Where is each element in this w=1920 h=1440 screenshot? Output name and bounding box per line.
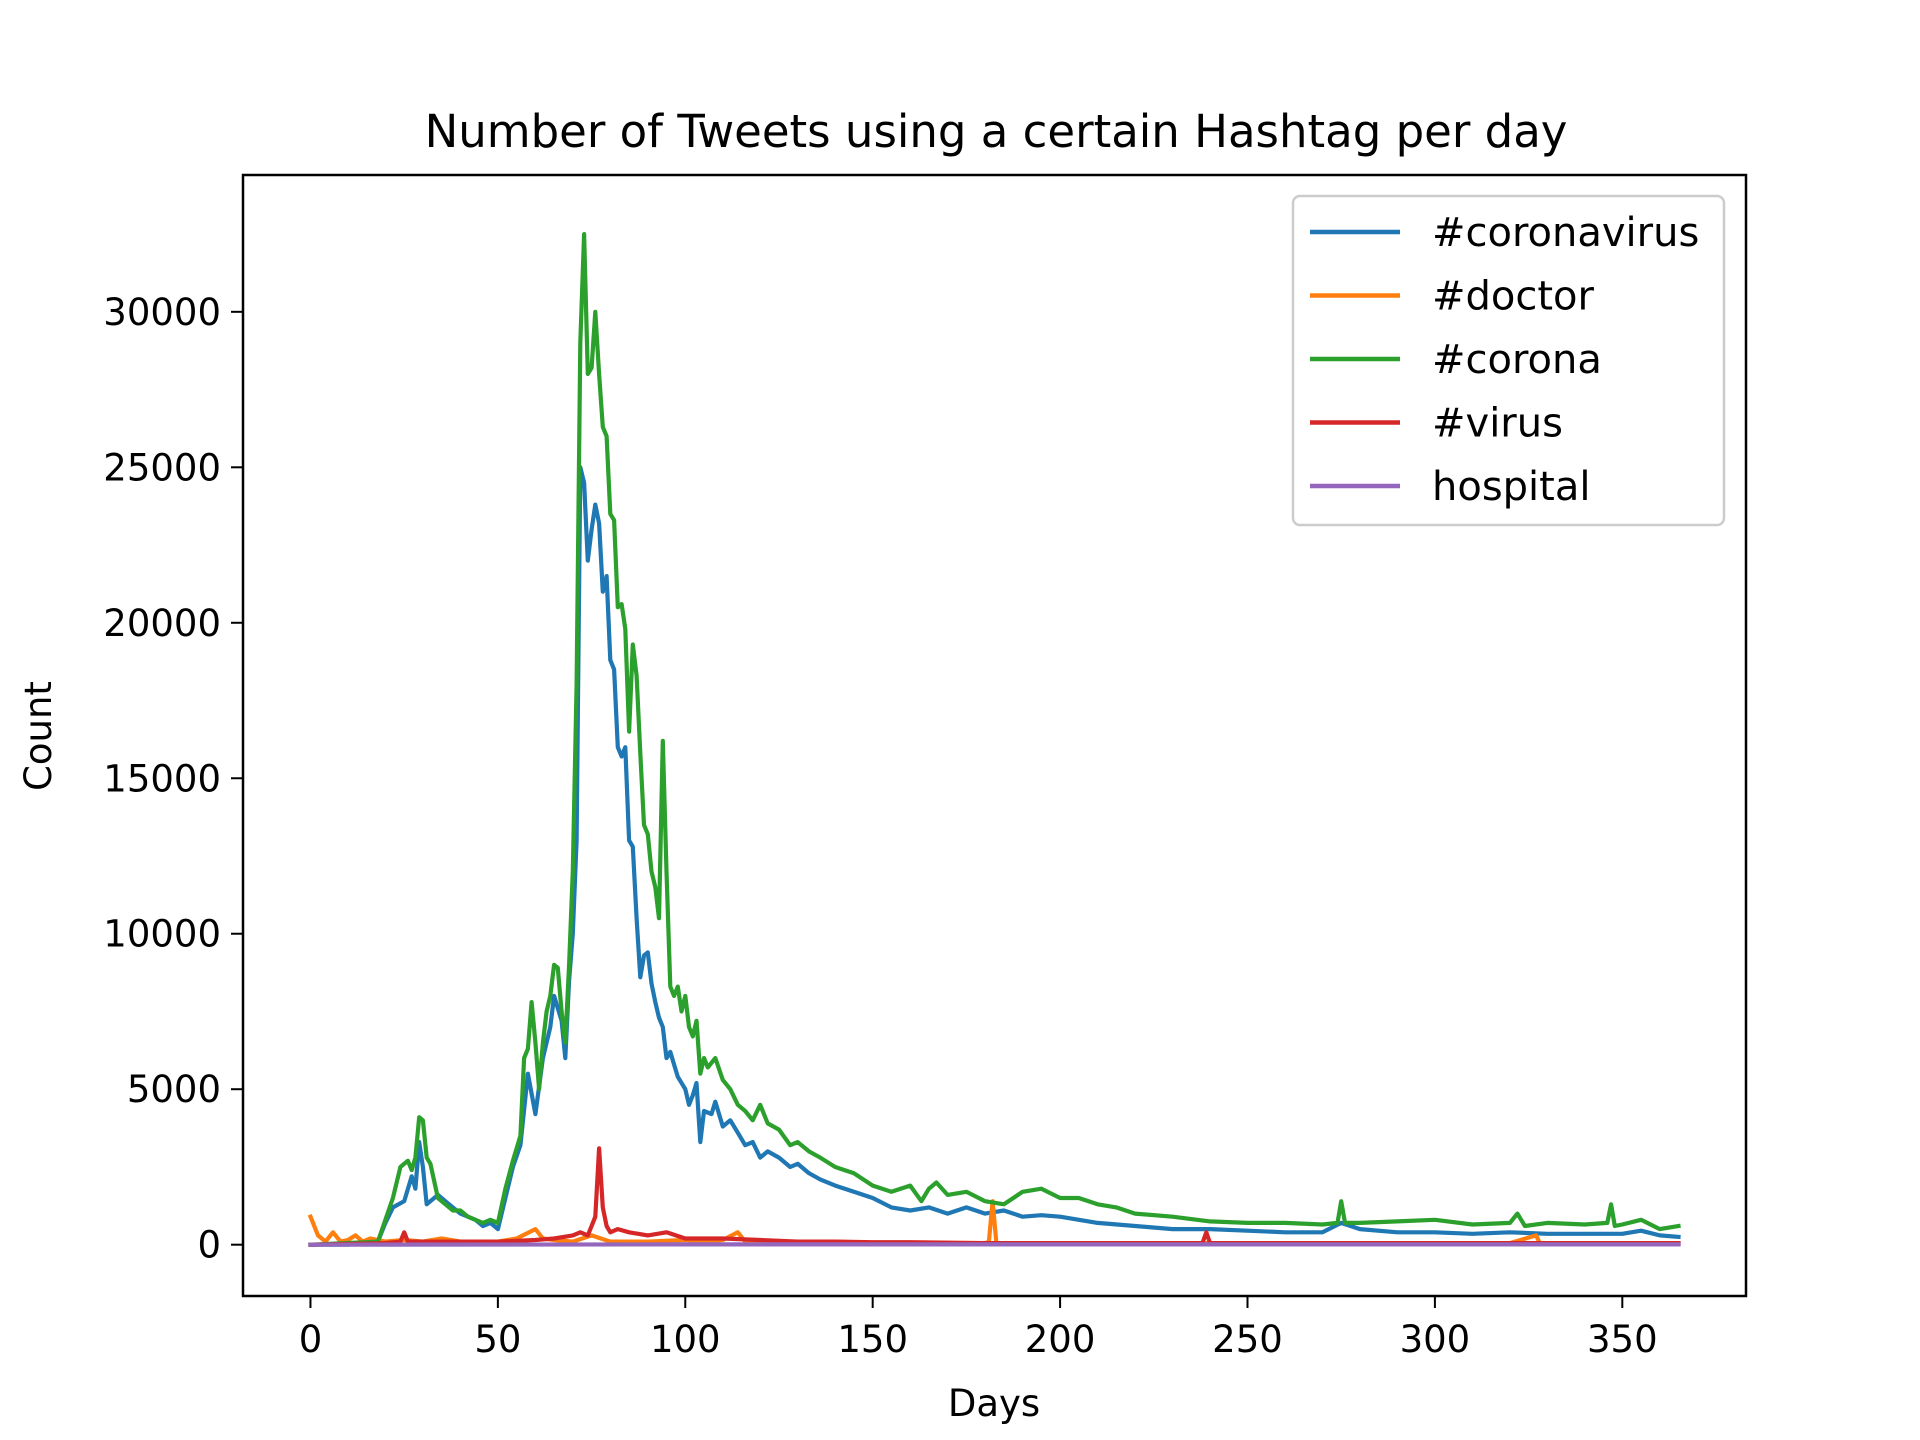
legend-box: [1291, 194, 1726, 527]
legend-label-2: #corona: [1432, 337, 1602, 383]
chart-title: Number of Tweets using a certain Hashtag…: [425, 105, 1568, 158]
y-tick-label: 15000: [103, 757, 221, 800]
x-tick-label: 200: [1025, 1318, 1096, 1361]
plot-lines: [307, 232, 1681, 1247]
y-tick-label: 20000: [103, 602, 221, 645]
x-tick-label: 250: [1212, 1318, 1283, 1361]
x-tick-label: 150: [837, 1318, 908, 1361]
y-tick-label: 10000: [103, 913, 221, 956]
x-axis: 0 50 100 150 200 250 300 350: [299, 1296, 1658, 1361]
y-tick-label: 30000: [103, 291, 221, 334]
y-tick-label: 0: [197, 1224, 221, 1267]
legend-label-1: #doctor: [1432, 274, 1595, 320]
legend: #coronavirus #doctor #corona #virus hospital: [1291, 194, 1726, 527]
x-tick-label: 100: [650, 1318, 721, 1361]
y-tick-label: 25000: [103, 446, 221, 489]
x-tick-label: 0: [299, 1318, 323, 1361]
y-tick-label: 5000: [127, 1068, 221, 1111]
series-line-2: [308, 232, 1681, 1247]
x-axis-label: Days: [948, 1382, 1040, 1425]
plot-frame: [241, 173, 1748, 1298]
x-tick-label: 300: [1400, 1318, 1471, 1361]
legend-label-3: #virus: [1432, 401, 1563, 447]
legend-label-4: hospital: [1432, 464, 1590, 510]
x-tick-label: 50: [474, 1318, 521, 1361]
y-axis: 0 5000 10000 15000 20000 25000 30000: [103, 291, 243, 1267]
x-tick-label: 350: [1587, 1318, 1658, 1361]
legend-label-0: #coronavirus: [1432, 210, 1699, 256]
y-axis-label: Count: [17, 681, 60, 791]
